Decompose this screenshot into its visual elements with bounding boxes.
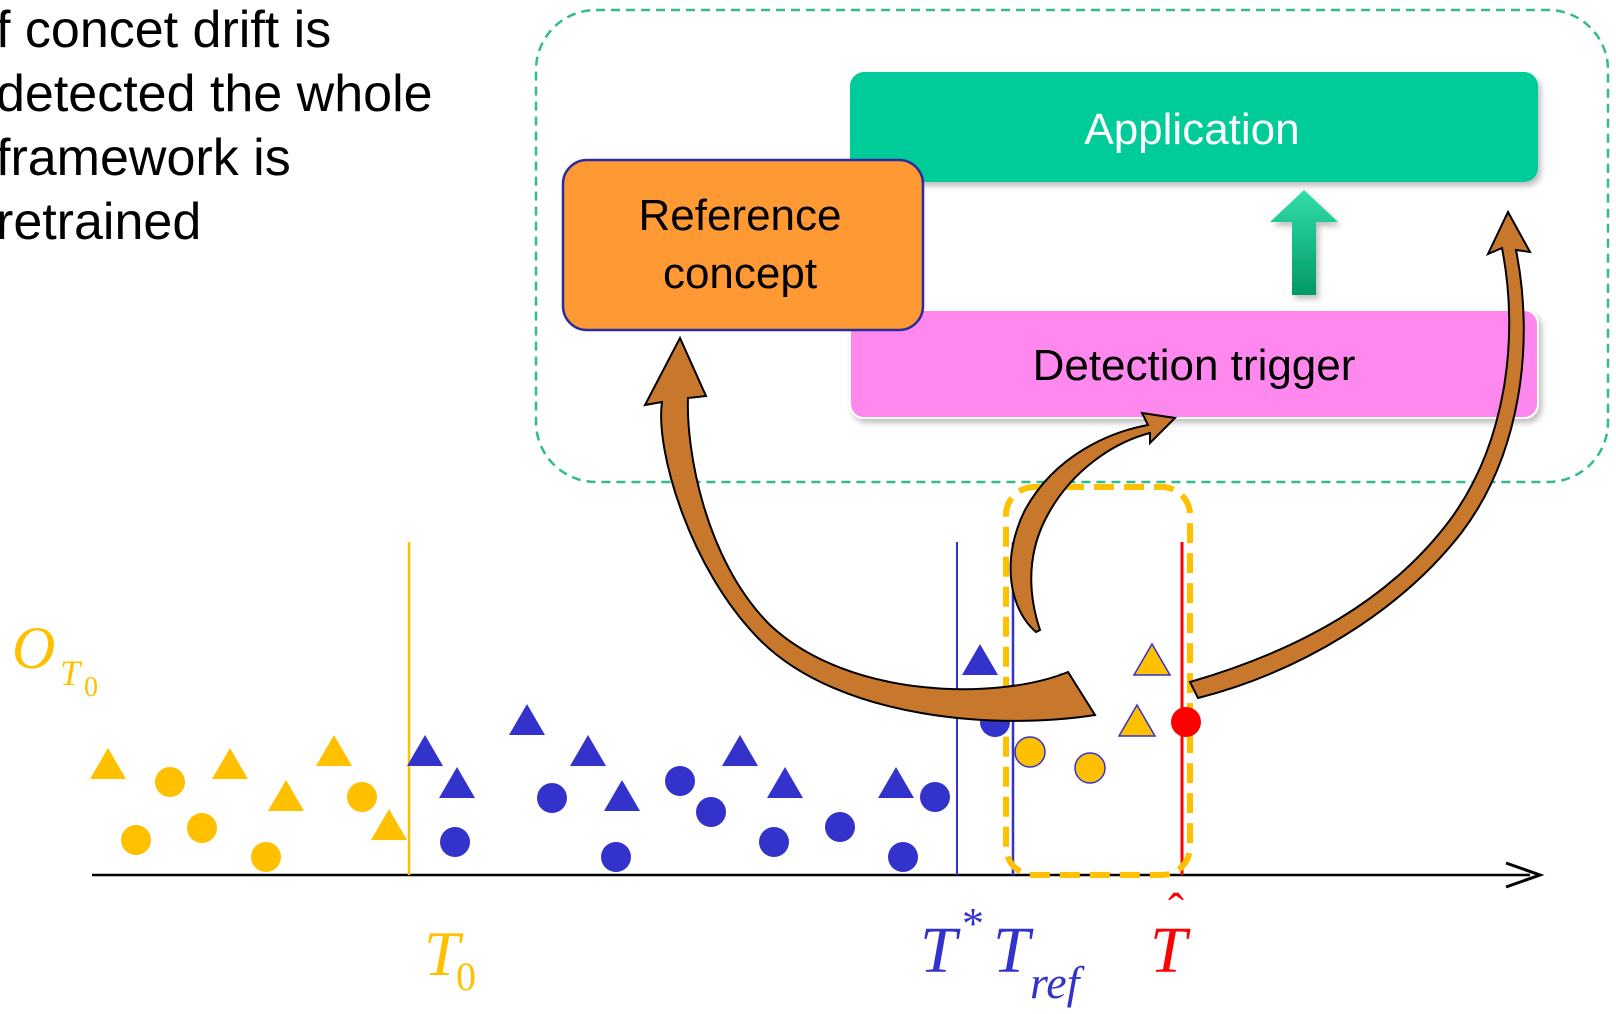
circle-point bbox=[155, 767, 185, 797]
caption-line-3: framework is bbox=[0, 129, 291, 187]
t-hat-base: T bbox=[1150, 914, 1191, 987]
label-t-hat: T ˆ bbox=[1150, 884, 1191, 987]
triangle-point bbox=[509, 704, 545, 735]
triangle-point bbox=[1117, 703, 1157, 737]
circle-point bbox=[347, 782, 377, 812]
circle-point bbox=[825, 812, 855, 842]
triangle-point bbox=[1132, 642, 1172, 676]
triangle-point bbox=[439, 767, 475, 798]
triangle-point bbox=[407, 735, 443, 766]
triangle-point bbox=[90, 748, 126, 779]
circle-point bbox=[1014, 736, 1046, 768]
t-ref-sub: ref bbox=[1030, 957, 1086, 1008]
t-star-base: T bbox=[920, 914, 961, 987]
caption-line-1: f concet drift is bbox=[0, 1, 332, 59]
reference-concept-label-line1: Reference bbox=[638, 191, 841, 240]
orange-arrows bbox=[643, 209, 1532, 722]
circle-point bbox=[537, 783, 567, 813]
detection-trigger-box: Detection trigger bbox=[849, 309, 1539, 419]
arrow-to-detection-trigger bbox=[1009, 411, 1178, 634]
label-t-ref: T ref bbox=[993, 914, 1086, 1008]
detection-trigger-label: Detection trigger bbox=[1033, 341, 1356, 390]
t-ref-base: T bbox=[993, 914, 1034, 987]
circle-point bbox=[665, 766, 695, 796]
o-t0-sub: T bbox=[60, 653, 83, 693]
triangle-point bbox=[604, 780, 640, 811]
t-star-sup: * bbox=[962, 899, 984, 948]
triangle-point bbox=[371, 809, 407, 840]
caption-text: f concet drift is detected the whole fra… bbox=[0, 0, 536, 254]
green-up-arrow-icon bbox=[1270, 190, 1338, 295]
triangle-point bbox=[570, 735, 606, 766]
caption-line-2: detected the whole bbox=[0, 65, 433, 123]
triangle-point bbox=[767, 767, 803, 798]
reference-concept-box: Reference concept bbox=[561, 158, 925, 332]
circle-point bbox=[696, 797, 726, 827]
o-t0-base: O bbox=[12, 615, 55, 681]
caption-line-4: retrained bbox=[0, 193, 202, 251]
application-label: Application bbox=[1084, 105, 1299, 154]
label-o-t0: O T 0 bbox=[12, 615, 98, 703]
t0-base: T bbox=[424, 918, 464, 989]
circle-point bbox=[187, 813, 217, 843]
label-t-star: T * bbox=[920, 899, 984, 987]
application-box: Application bbox=[850, 72, 1538, 182]
t0-sub: 0 bbox=[456, 954, 476, 999]
circle-point bbox=[1171, 707, 1201, 737]
arrow-to-reference-concept bbox=[643, 335, 1097, 722]
triangle-point bbox=[722, 735, 758, 766]
circle-point bbox=[440, 827, 470, 857]
data-points bbox=[90, 642, 1201, 872]
triangle-point bbox=[962, 644, 998, 675]
circle-point bbox=[759, 827, 789, 857]
triangle-point bbox=[212, 748, 248, 779]
circle-point bbox=[1074, 752, 1106, 784]
circle-point bbox=[888, 842, 918, 872]
o-t0-subsub: 0 bbox=[84, 672, 98, 703]
time-axis bbox=[92, 861, 1545, 889]
triangle-point bbox=[878, 767, 914, 798]
triangle-point bbox=[268, 780, 304, 811]
circle-point bbox=[601, 842, 631, 872]
arrow-to-application bbox=[1188, 209, 1532, 700]
triangle-point bbox=[316, 735, 352, 766]
circle-point bbox=[121, 825, 151, 855]
label-t0: T 0 bbox=[424, 918, 476, 999]
reference-concept-label-line2: concept bbox=[663, 249, 817, 298]
circle-point bbox=[251, 842, 281, 872]
circle-point bbox=[920, 782, 950, 812]
t-hat-accent: ˆ bbox=[1168, 884, 1184, 937]
